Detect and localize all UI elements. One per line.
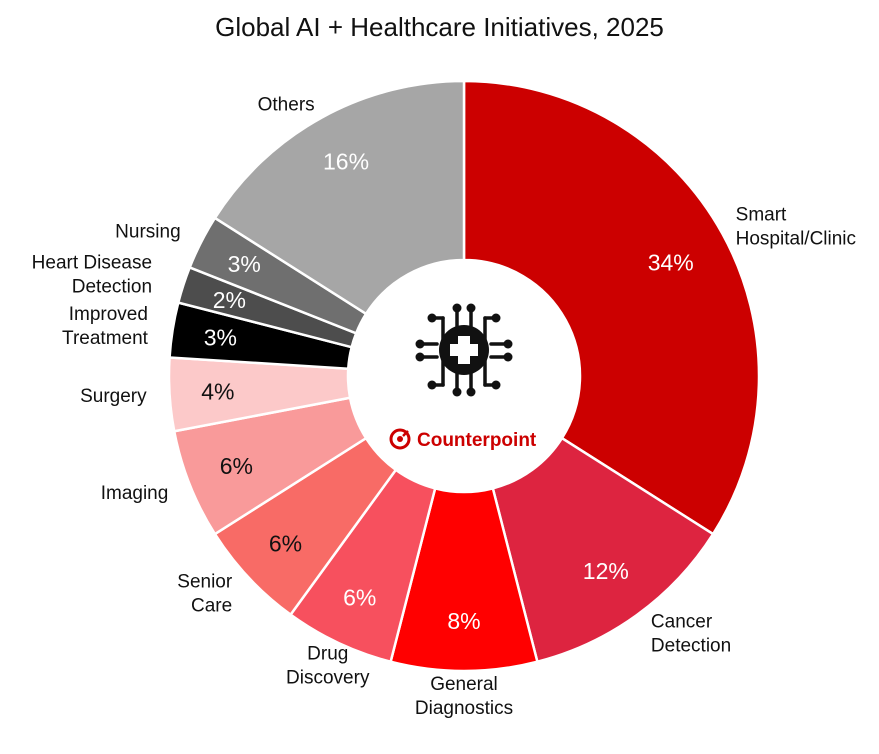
data-label: 16% <box>323 148 369 174</box>
category-label: Improved Treatment <box>62 304 149 349</box>
data-label: 3% <box>204 324 237 350</box>
data-label: 12% <box>583 558 629 584</box>
counterpoint-logo-icon <box>389 428 411 450</box>
data-label: 4% <box>201 378 234 404</box>
medical-cross-icon <box>450 336 478 364</box>
data-label: 6% <box>343 585 376 611</box>
data-label: 34% <box>648 249 694 275</box>
category-label: Drug Discovery <box>286 644 370 689</box>
category-label: Others <box>258 94 315 115</box>
data-label: 8% <box>447 608 480 634</box>
value-labels-group: 34% 12% 8% 6% 6% 6% 4% 3% 2% 3% 16% <box>201 148 694 633</box>
category-labels-group: Smart Hospital/Clinic Cancer Detection Gener… <box>32 94 856 719</box>
data-label: 3% <box>228 251 261 277</box>
category-label: Senior Care <box>177 572 233 617</box>
brand-name: Counterpoint <box>417 430 537 451</box>
chip-node-dots <box>415 303 513 397</box>
data-label: 2% <box>213 287 246 313</box>
category-label: Imaging <box>101 483 169 504</box>
category-label: Cancer Detection <box>651 611 731 656</box>
category-label: Heart Disease Detection <box>32 253 152 298</box>
category-label: Surgery <box>80 386 147 407</box>
data-label: 6% <box>220 453 253 479</box>
data-label: 6% <box>269 531 302 557</box>
category-label: Nursing <box>115 222 180 243</box>
donut-hole <box>348 260 580 492</box>
category-label: Smart Hospital/Clinic <box>736 205 856 250</box>
chart-title: Global AI + Healthcare Initiatives, 2025 <box>215 12 664 42</box>
category-label: General Diagnostics <box>415 674 513 719</box>
